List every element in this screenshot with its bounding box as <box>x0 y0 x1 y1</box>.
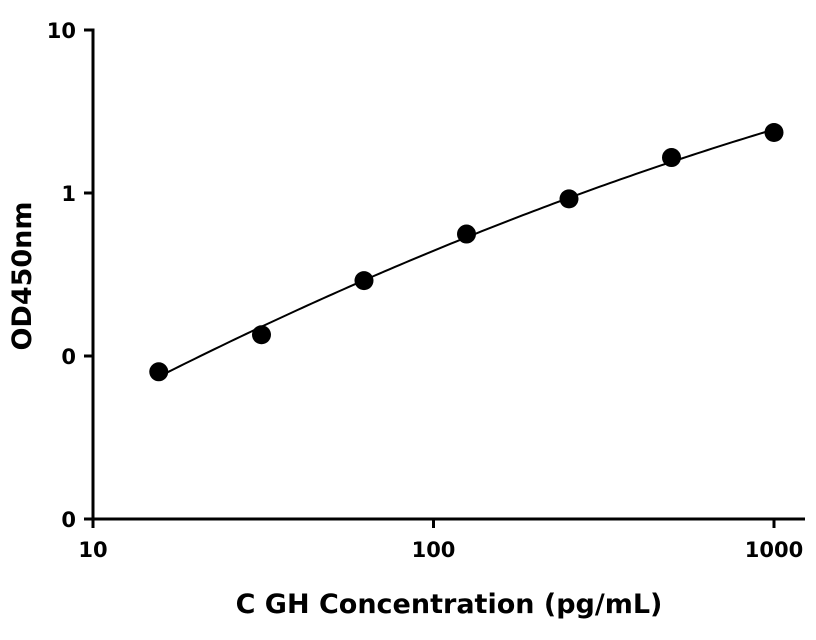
data-point <box>764 123 784 143</box>
fit-curve-line <box>158 128 775 378</box>
x-tick-label: 10 <box>78 538 107 562</box>
data-point <box>661 148 681 168</box>
data-point <box>251 325 271 345</box>
y-tick-label: 0 <box>61 345 76 369</box>
x-tick-label: 100 <box>412 538 456 562</box>
data-point <box>456 224 476 244</box>
y-tick-label: 1 <box>61 182 76 206</box>
x-tick-label: 1000 <box>745 538 803 562</box>
x-axis-ticks: 10 100 1000 <box>78 519 803 562</box>
y-axis-ticks: 0 0 1 10 <box>47 19 93 532</box>
y-axis-title: OD450nm <box>7 201 38 350</box>
data-point <box>149 362 169 382</box>
x-axis-title: C GH Concentration (pg/mL) <box>236 589 663 620</box>
y-tick-label: 10 <box>47 19 76 43</box>
y-tick-label: 0 <box>61 508 76 532</box>
data-point <box>559 189 579 209</box>
data-points <box>149 123 784 382</box>
data-point <box>354 271 374 291</box>
